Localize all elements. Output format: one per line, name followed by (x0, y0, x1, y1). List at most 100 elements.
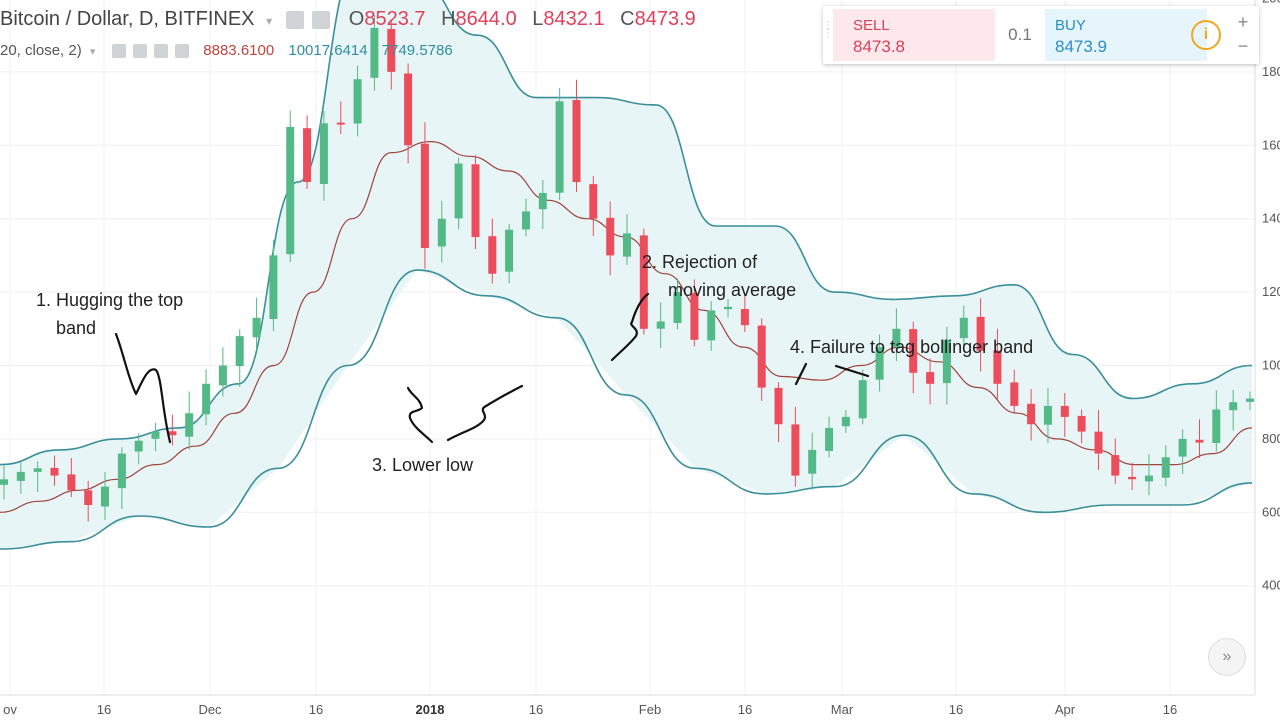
bearish-candle (488, 236, 497, 274)
indicator-label[interactable]: 20, close, 2) (0, 42, 82, 59)
bullish-candle (1161, 457, 1170, 478)
bearish-candle (791, 424, 800, 476)
bullish-candle (202, 383, 211, 415)
bearish-candle (606, 217, 615, 256)
bullish-candle (286, 126, 295, 255)
bearish-candle (404, 73, 413, 146)
time-tick-label: 2018 (416, 702, 445, 717)
bullish-candle (538, 193, 547, 210)
bollinger-basis-line (0, 140, 1253, 513)
indicator-settings-icon[interactable] (132, 44, 147, 59)
indicator-add-icon[interactable] (153, 44, 168, 59)
info-icon[interactable]: i (1191, 20, 1221, 50)
drag-handle-icon[interactable]: ⋮ ⋮ (823, 20, 833, 39)
bearish-candle (336, 122, 345, 125)
bullish-candle (33, 468, 42, 472)
ohlc-close-value: 8473.9 (634, 8, 696, 30)
time-tick-label: Mar (831, 702, 854, 717)
indicator-lower-value: 7749.5786 (381, 42, 453, 59)
bullish-candle (16, 471, 25, 481)
bullish-candle (437, 218, 446, 247)
bearish-candle (757, 325, 766, 388)
bullish-candle (117, 453, 126, 489)
bullish-candle (454, 163, 463, 219)
time-tick-label: 16 (529, 702, 543, 717)
bullish-candle (825, 427, 834, 451)
time-tick-label: ov (3, 702, 17, 717)
annotation-2-line1: 2. Rejection of (642, 252, 758, 272)
sell-label: SELL (853, 17, 890, 34)
indicator-basis-value: 8883.6100 (203, 42, 275, 59)
quantity-field[interactable]: 0.1 (1008, 25, 1032, 44)
price-tick-label: 20000 (1262, 0, 1280, 6)
price-tick-label: 8000 (1262, 431, 1280, 446)
symbol-dropdown-icon[interactable]: ▾ (266, 14, 273, 28)
bullish-candle (942, 339, 951, 384)
bearish-candle (1195, 439, 1204, 443)
bullish-candle (656, 321, 665, 329)
ohlc-close-label: C (620, 8, 635, 30)
symbol-row: Bitcoin / Dollar, D, BITFINEX ▾ O8523.7 … (0, 8, 696, 31)
bearish-candle (1027, 403, 1036, 425)
bearish-candle (50, 467, 59, 476)
upper-bollinger-band (0, 0, 1253, 466)
indicator-eye-icon[interactable] (111, 44, 126, 59)
bearish-candle (1060, 405, 1069, 417)
time-tick-label: 16 (309, 702, 323, 717)
price-tick-label: 6000 (1262, 504, 1280, 519)
bullish-candle (875, 347, 884, 380)
bullish-candle (1229, 402, 1238, 411)
bearish-candle (589, 184, 598, 219)
eye-icon[interactable] (285, 10, 304, 29)
bullish-candle (185, 413, 194, 437)
chart-title[interactable]: Bitcoin / Dollar, D, BITFINEX (0, 8, 255, 30)
annotation-2-line2: moving average (668, 280, 797, 300)
annotation-1: 1. Hugging the top band (36, 286, 183, 342)
bullish-candle (134, 440, 143, 452)
time-tick-label: Apr (1055, 702, 1076, 717)
bullish-candle (252, 317, 261, 338)
indicator-dropdown-icon[interactable]: ▾ (89, 46, 96, 58)
annotation-1-line1: 1. Hugging the top (36, 290, 184, 310)
time-tick-label: 16 (738, 702, 752, 717)
scroll-to-realtime-button[interactable]: » (1208, 638, 1246, 676)
plus-icon[interactable]: + (1237, 12, 1249, 32)
hand-drawn-arrows (114, 292, 870, 444)
sell-button[interactable]: SELL 8473.8 (833, 9, 995, 61)
bearish-candle (774, 387, 783, 425)
bullish-candle (673, 292, 682, 323)
bullish-candle (1145, 475, 1153, 482)
arrow-1 (114, 332, 172, 444)
bullish-candle (707, 310, 716, 341)
bullish-candle (555, 101, 564, 193)
bullish-candle (235, 336, 244, 367)
bullish-candle (353, 79, 362, 124)
settings-icon[interactable] (312, 10, 331, 29)
bearish-candle (926, 372, 935, 384)
candlestick-series (0, 14, 1254, 522)
buy-button[interactable]: BUY 8473.9 (1045, 9, 1207, 61)
bullish-candle (1246, 398, 1254, 402)
buy-price: 8473.9 (1055, 37, 1107, 56)
bullish-candle (892, 328, 901, 347)
bearish-candle (1094, 431, 1103, 454)
bullish-candle (522, 211, 530, 230)
bearish-candle (1010, 382, 1019, 406)
bullish-candle (724, 306, 732, 310)
bearish-candle (690, 293, 699, 340)
bearish-candle (639, 235, 648, 329)
trade-panel: ⋮ ⋮ SELL 8473.8 0.1 BUY 8473.9 i + − (823, 6, 1259, 64)
bullish-candle (1212, 409, 1221, 443)
sell-price: 8473.8 (853, 37, 905, 56)
time-tick-label: 16 (949, 702, 963, 717)
bearish-candle (303, 128, 312, 182)
ohlc-open-label: O (348, 8, 365, 30)
minus-icon[interactable]: − (1237, 36, 1249, 56)
bearish-candle (572, 100, 581, 182)
bearish-candle (67, 474, 76, 491)
indicator-close-icon[interactable] (175, 44, 190, 59)
time-tick-label: Feb (639, 702, 661, 717)
bullish-candle (370, 27, 379, 78)
bullish-candle (808, 449, 817, 474)
